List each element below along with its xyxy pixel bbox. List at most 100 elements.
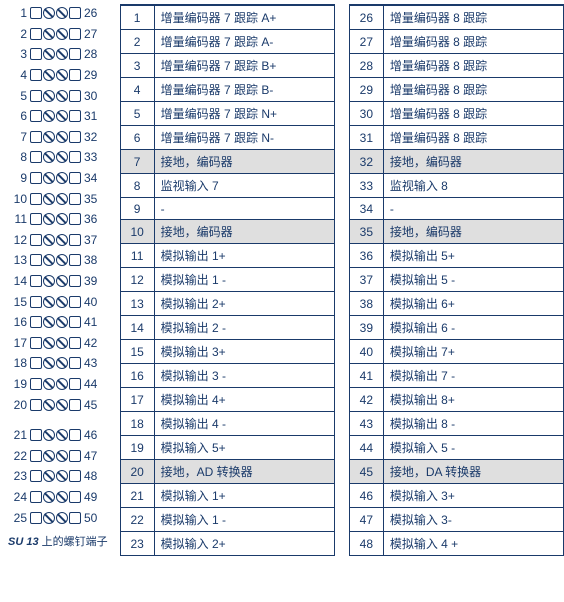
terminal-shapes	[56, 357, 81, 369]
square-icon	[30, 131, 42, 143]
terminal-shapes	[30, 234, 55, 246]
terminal-row: 45	[56, 395, 103, 414]
table-row: 28增量编码器 8 跟踪	[349, 54, 563, 78]
terminal-row: 42	[56, 334, 103, 353]
slashed-circle-icon	[43, 378, 55, 390]
table-row: 26增量编码器 8 跟踪	[349, 5, 563, 30]
terminal-number: 3	[8, 47, 30, 61]
terminal-row: 5	[8, 86, 55, 105]
square-icon	[69, 254, 81, 266]
slashed-circle-icon	[56, 151, 68, 163]
pin-tables: 1增量编码器 7 跟踪 A+2增量编码器 7 跟踪 A-3增量编码器 7 跟踪 …	[120, 4, 564, 556]
table-row: 41模拟输出 7 -	[349, 364, 563, 388]
pin-description: 模拟输出 8+	[383, 388, 563, 412]
table-row: 31增量编码器 8 跟踪	[349, 126, 563, 150]
slashed-circle-icon	[43, 491, 55, 503]
terminal-number: 47	[81, 449, 103, 463]
slashed-circle-icon	[43, 28, 55, 40]
pin-number: 46	[349, 484, 383, 508]
terminal-row: 30	[56, 86, 103, 105]
terminal-shapes	[56, 429, 81, 441]
terminal-row: 48	[56, 467, 103, 486]
square-icon	[69, 110, 81, 122]
terminal-number: 40	[81, 295, 103, 309]
terminal-row: 40	[56, 292, 103, 311]
terminal-shapes	[56, 316, 81, 328]
terminal-row: 1	[8, 4, 55, 23]
pin-number: 42	[349, 388, 383, 412]
slashed-circle-icon	[56, 172, 68, 184]
square-icon	[69, 470, 81, 482]
pin-number: 31	[349, 126, 383, 150]
square-icon	[30, 193, 42, 205]
table-row: 18模拟输出 4 -	[120, 412, 334, 436]
pin-description: 模拟输出 1+	[154, 244, 334, 268]
terminal-row: 27	[56, 25, 103, 44]
pin-description: 模拟输出 5 -	[383, 268, 563, 292]
terminal-number: 15	[8, 295, 30, 309]
terminal-row: 17	[8, 334, 55, 353]
terminal-number: 18	[8, 356, 30, 370]
terminal-number: 36	[81, 212, 103, 226]
terminal-number: 11	[8, 212, 30, 226]
terminal-row: 43	[56, 354, 103, 373]
pin-number: 44	[349, 436, 383, 460]
pin-table-left: 1增量编码器 7 跟踪 A+2增量编码器 7 跟踪 A-3增量编码器 7 跟踪 …	[120, 4, 335, 556]
terminal-row: 6	[8, 107, 55, 126]
terminal-row: 34	[56, 169, 103, 188]
slashed-circle-icon	[43, 48, 55, 60]
terminal-gap	[56, 416, 103, 424]
slashed-circle-icon	[43, 69, 55, 81]
pin-description: 增量编码器 8 跟踪	[383, 30, 563, 54]
terminal-number: 28	[81, 47, 103, 61]
pin-number: 40	[349, 340, 383, 364]
terminal-shapes	[30, 316, 55, 328]
terminal-number: 9	[8, 171, 30, 185]
pin-description: 模拟输出 7 -	[383, 364, 563, 388]
terminal-shapes	[30, 296, 55, 308]
slashed-circle-icon	[56, 429, 68, 441]
square-icon	[69, 193, 81, 205]
pin-number: 1	[120, 5, 154, 30]
pin-number: 19	[120, 436, 154, 460]
table-row: 7接地，编码器	[120, 150, 334, 174]
square-icon	[30, 90, 42, 102]
pin-number: 6	[120, 126, 154, 150]
terminal-number: 50	[81, 511, 103, 525]
terminal-row: 31	[56, 107, 103, 126]
pin-description: 监视输入 7	[154, 174, 334, 198]
pin-number: 33	[349, 174, 383, 198]
square-icon	[69, 28, 81, 40]
terminal-shapes	[30, 172, 55, 184]
terminal-shapes	[30, 357, 55, 369]
terminal-number: 34	[81, 171, 103, 185]
square-icon	[69, 48, 81, 60]
square-icon	[30, 254, 42, 266]
pin-number: 23	[120, 532, 154, 556]
terminal-shapes	[30, 151, 55, 163]
terminal-row: 29	[56, 66, 103, 85]
table-row: 21模拟输入 1+	[120, 484, 334, 508]
terminal-row: 41	[56, 313, 103, 332]
slashed-circle-icon	[56, 48, 68, 60]
terminal-number: 12	[8, 233, 30, 247]
terminal-row: 11	[8, 210, 55, 229]
terminal-number: 16	[8, 315, 30, 329]
terminal-number: 23	[8, 469, 30, 483]
table-row: 35接地，编码器	[349, 220, 563, 244]
terminal-row: 35	[56, 189, 103, 208]
square-icon	[69, 512, 81, 524]
table-row: 45接地，DA 转换器	[349, 460, 563, 484]
square-icon	[30, 470, 42, 482]
square-icon	[69, 131, 81, 143]
slashed-circle-icon	[56, 316, 68, 328]
slashed-circle-icon	[43, 151, 55, 163]
square-icon	[69, 234, 81, 246]
slashed-circle-icon	[56, 512, 68, 524]
slashed-circle-icon	[43, 213, 55, 225]
pin-number: 28	[349, 54, 383, 78]
terminal-shapes	[56, 69, 81, 81]
table-row: 37模拟输出 5 -	[349, 268, 563, 292]
square-icon	[69, 151, 81, 163]
pin-number: 29	[349, 78, 383, 102]
